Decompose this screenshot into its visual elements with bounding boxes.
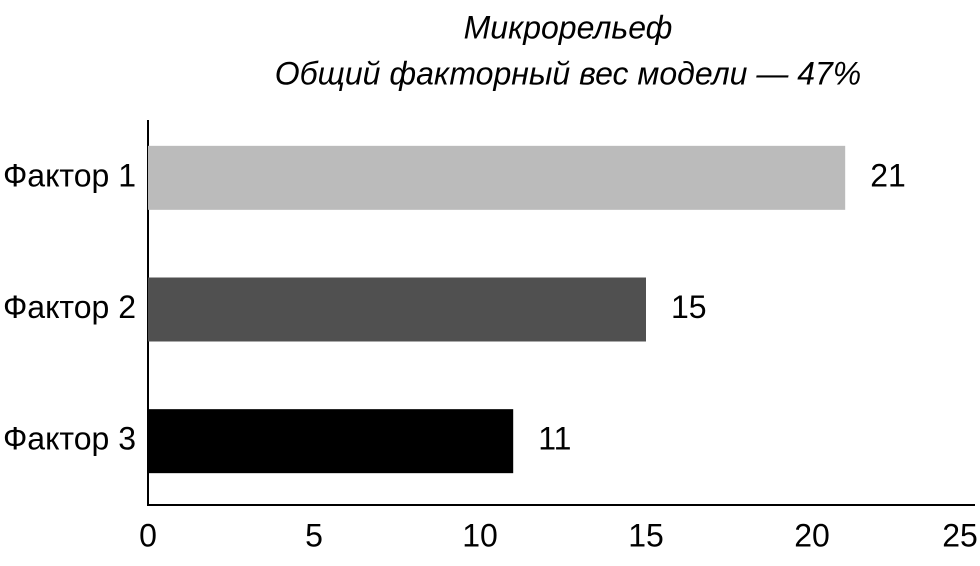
bar (148, 409, 514, 474)
y-tick-label: Фактор 2 (3, 289, 136, 325)
y-tick-label: Фактор 1 (3, 157, 136, 193)
x-tick-label: 20 (794, 517, 830, 553)
x-tick-label: 0 (139, 517, 157, 553)
x-tick-label: 25 (942, 517, 978, 553)
chart-title: Микрорельеф (464, 9, 673, 45)
bar (148, 145, 846, 210)
chart-subtitle: Общий факторный вес модели — 47% (275, 55, 862, 91)
bar (148, 277, 646, 342)
value-label: 21 (870, 157, 906, 193)
value-label: 15 (671, 289, 707, 325)
y-tick-label: Фактор 3 (3, 421, 136, 457)
x-tick-label: 10 (462, 517, 498, 553)
x-tick-label: 15 (628, 517, 664, 553)
value-label: 11 (538, 421, 571, 457)
x-tick-label: 5 (305, 517, 323, 553)
